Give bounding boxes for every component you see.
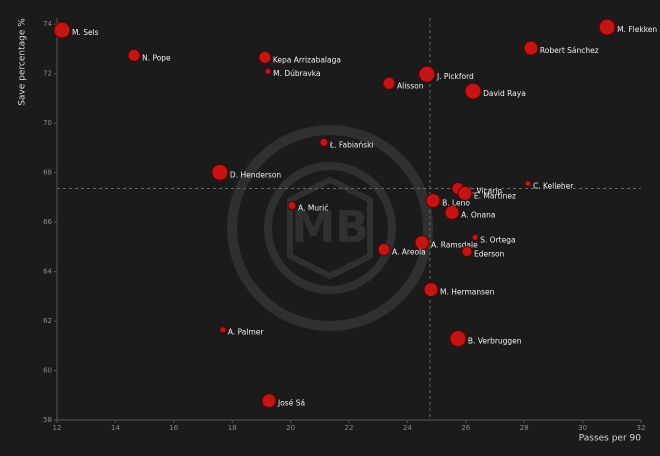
point xyxy=(524,180,532,188)
point-label: Ederson xyxy=(474,250,505,259)
point xyxy=(598,18,616,36)
point-label: M. Hermansen xyxy=(440,288,495,297)
point xyxy=(382,76,396,90)
point xyxy=(457,185,473,201)
point xyxy=(219,326,227,334)
y-tick-label: 58 xyxy=(43,416,52,424)
point-label: Ł. Fabiański xyxy=(329,140,374,149)
y-tick-label: 68 xyxy=(43,169,52,177)
point xyxy=(258,50,272,64)
point xyxy=(127,48,141,62)
point xyxy=(53,21,71,39)
point xyxy=(449,330,467,348)
point-label: A. Murić xyxy=(298,204,328,213)
x-tick-label: 26 xyxy=(461,424,470,432)
point xyxy=(418,65,436,83)
svg-text:MB: MB xyxy=(291,202,368,253)
point xyxy=(287,201,297,211)
point xyxy=(319,137,329,147)
y-tick-label: 66 xyxy=(43,218,52,226)
x-tick-label: 28 xyxy=(520,424,529,432)
point-label: Kepa Arrizabalaga xyxy=(273,55,341,64)
y-tick-label: 72 xyxy=(43,70,52,78)
x-tick-label: 18 xyxy=(228,424,237,432)
point xyxy=(211,163,229,181)
point xyxy=(461,246,473,258)
point-label: A. Areola xyxy=(392,248,426,257)
point xyxy=(464,82,482,100)
point-label: A. Onana xyxy=(461,210,495,219)
x-tick-label: 30 xyxy=(578,424,587,432)
point-label: J. Pickford xyxy=(436,72,474,81)
y-tick-label: 64 xyxy=(43,268,52,276)
point-label: A. Ramsdale xyxy=(431,241,478,250)
watermark-logo: MB xyxy=(227,125,433,331)
y-tick-label: 74 xyxy=(43,20,52,28)
point-label: E. Martínez xyxy=(474,191,516,200)
x-tick-label: 22 xyxy=(345,424,354,432)
point xyxy=(261,393,277,409)
x-tick-label: 20 xyxy=(286,424,295,432)
y-axis-title: Save percentage % xyxy=(18,18,28,106)
point xyxy=(471,233,479,241)
point-label: N. Pope xyxy=(142,53,171,62)
point-label: B. Leno xyxy=(442,199,470,208)
point-label: Alisson xyxy=(397,81,424,90)
y-tick-label: 60 xyxy=(43,367,52,375)
y-tick-label: 62 xyxy=(43,317,52,325)
point-label: A. Palmer xyxy=(228,328,265,337)
point-label: M. Sels xyxy=(72,28,99,37)
point xyxy=(377,243,391,257)
x-tick-label: 24 xyxy=(403,424,412,432)
point-label: S. Ortega xyxy=(480,235,515,244)
x-tick-label: 14 xyxy=(111,424,120,432)
point xyxy=(264,67,272,75)
point xyxy=(414,235,430,251)
y-tick-label: 70 xyxy=(43,119,52,127)
point xyxy=(444,204,460,220)
point xyxy=(523,40,539,56)
point-label: M. Dúbravka xyxy=(273,69,320,78)
point-label: M. Flekken xyxy=(617,25,657,34)
point-label: C. Kelleher xyxy=(533,182,574,191)
point xyxy=(423,282,439,298)
point-label: José Sá xyxy=(277,399,305,408)
point-label: G. Vicario xyxy=(466,186,503,195)
point-label: B. Verbruggen xyxy=(468,337,522,346)
point-label: D. Henderson xyxy=(230,170,282,179)
point-label: David Raya xyxy=(483,89,526,98)
x-tick-label: 16 xyxy=(169,424,178,432)
x-axis-title: Passes per 90 xyxy=(579,434,642,444)
x-tick-label: 12 xyxy=(53,424,62,432)
point-label: Robert Sánchez xyxy=(540,46,599,55)
x-tick-label: 32 xyxy=(637,424,646,432)
point xyxy=(425,193,441,209)
